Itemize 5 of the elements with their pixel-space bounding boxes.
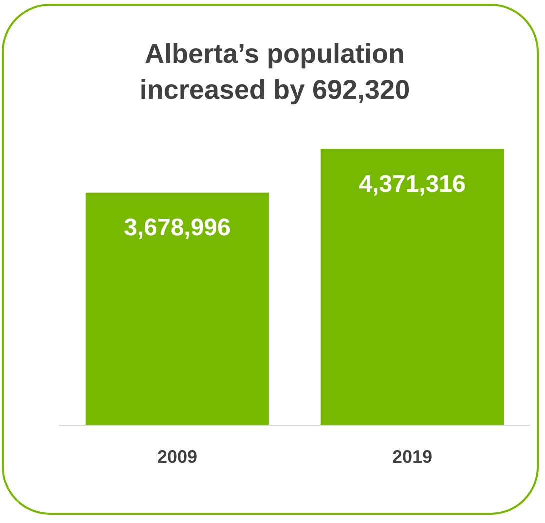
x-tick-label: 2009 xyxy=(157,447,198,468)
chart-title: Alberta’s population increased by 692,320 xyxy=(138,38,412,107)
data-label: 3,678,996 xyxy=(124,214,231,242)
data-label: 4,371,316 xyxy=(359,170,466,198)
x-tick-label: 2019 xyxy=(392,447,433,468)
